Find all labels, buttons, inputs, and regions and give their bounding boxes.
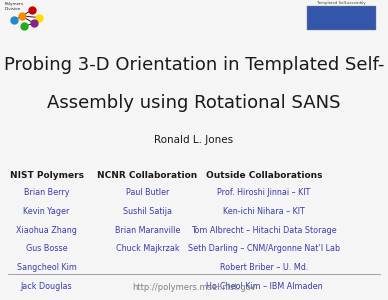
Text: Seth Darling – CNM/Argonne Nat’l Lab: Seth Darling – CNM/Argonne Nat’l Lab [188,244,340,253]
Text: Probing 3-D Orientation in Templated Self-: Probing 3-D Orientation in Templated Sel… [4,56,384,74]
Text: Templated Self-assembly: Templated Self-assembly [317,1,366,4]
Text: Chuck Majkrzak: Chuck Majkrzak [116,244,179,253]
Text: NCNR Collaboration: NCNR Collaboration [97,171,197,180]
Text: Outside Collaborations: Outside Collaborations [206,171,322,180]
Text: Gus Bosse: Gus Bosse [26,244,68,253]
Text: Assembly using Rotational SANS: Assembly using Rotational SANS [47,94,341,112]
Text: Brian Maranville: Brian Maranville [115,226,180,235]
Text: Prof. Hiroshi Jinnai – KIT: Prof. Hiroshi Jinnai – KIT [217,188,310,197]
Text: Paul Butler: Paul Butler [126,188,169,197]
Text: Polymers
Division: Polymers Division [5,2,24,11]
Text: Sushil Satija: Sushil Satija [123,207,172,216]
Text: Sangcheol Kim: Sangcheol Kim [17,263,76,272]
Text: Robert Briber – U. Md.: Robert Briber – U. Md. [220,263,308,272]
Text: NIST Polymers: NIST Polymers [10,171,83,180]
Text: Brian Berry: Brian Berry [24,188,69,197]
Text: Kevin Yager: Kevin Yager [23,207,70,216]
Text: Xiaohua Zhang: Xiaohua Zhang [16,226,77,235]
Text: Ho-Cheol Kim – IBM Almaden: Ho-Cheol Kim – IBM Almaden [206,282,322,291]
Text: Jack Douglas: Jack Douglas [21,282,73,291]
Text: Ronald L. Jones: Ronald L. Jones [154,136,234,146]
Text: Ken-ichi Nihara – KIT: Ken-ichi Nihara – KIT [223,207,305,216]
Text: http://polymers.msel.nist.gov: http://polymers.msel.nist.gov [132,283,256,292]
FancyBboxPatch shape [307,6,376,30]
Text: Tom Albrecht – Hitachi Data Storage: Tom Albrecht – Hitachi Data Storage [191,226,337,235]
